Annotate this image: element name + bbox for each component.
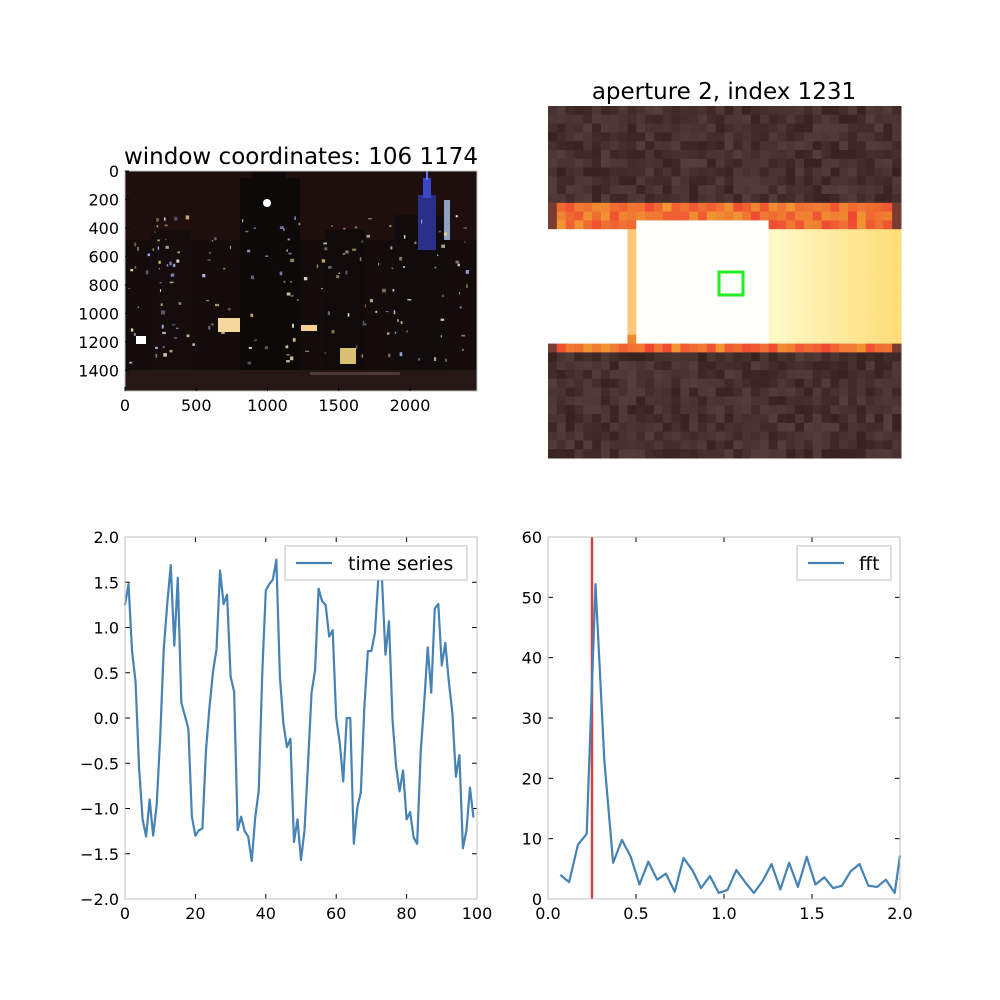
x-tick-label: 0 (120, 396, 130, 415)
x-tick-label: 1.0 (711, 904, 736, 923)
time-series-frame (124, 536, 478, 900)
aperture-panel: aperture 2, index 1231 (548, 79, 902, 459)
fft-panel: 0.0 0.5 1.0 1.5 2.0 60 50 40 30 20 10 0 fft (522, 528, 913, 923)
y-tick-label: 1400 (78, 361, 119, 380)
y-tick-label: −1.5 (80, 845, 119, 864)
y-tick-label: −2.0 (80, 890, 119, 909)
fft-line (559, 582, 902, 895)
y-tick-label: 0.5 (94, 664, 119, 683)
x-tick-label: 1500 (318, 396, 359, 415)
y-tick-label: 1000 (78, 304, 119, 323)
x-tick-label: 60 (326, 904, 346, 923)
x-tick-label: 500 (181, 396, 212, 415)
aperture-marker (717, 270, 745, 297)
y-tick-label: −1.0 (80, 800, 119, 819)
y-tick-label: 1.0 (94, 619, 119, 638)
y-tick-label: −0.5 (80, 754, 119, 773)
image-panel-title: window coordinates: 106 1174 (124, 144, 478, 170)
x-tick-label: 40 (256, 904, 276, 923)
x-tick-label: 1.5 (799, 904, 824, 923)
time-series-line (123, 558, 475, 863)
x-tick-label: 80 (396, 904, 416, 923)
y-tick-label: 2.0 (94, 528, 119, 547)
x-tick-label: 0 (120, 904, 130, 923)
y-tick-label: 1200 (78, 333, 119, 352)
x-tick-label: 2.0 (887, 904, 912, 923)
y-tick-label: 40 (522, 649, 542, 668)
time-series-legend: time series (284, 545, 468, 581)
x-tick-label: 1000 (247, 396, 288, 415)
y-tick-label: 600 (88, 247, 119, 266)
x-tick-label: 0.0 (535, 904, 560, 923)
y-tick-label: 800 (88, 276, 119, 295)
y-tick-label: 20 (522, 769, 542, 788)
y-tick-label: 1.5 (94, 573, 119, 592)
fft-frame (547, 536, 901, 900)
x-tick-label: 0.5 (623, 904, 648, 923)
legend-label: time series (348, 553, 453, 575)
aperture-pixel-grid (548, 106, 902, 459)
image-y-ticks: 0 200 400 600 800 1000 1200 1400 (78, 162, 129, 380)
time-series-ticks: 0 20 40 60 80 100 2.0 1.5 1.0 0.5 0.0 −0.5 −1.0 −1.5 −… (80, 528, 492, 923)
x-tick-label: 20 (185, 904, 205, 923)
y-tick-label: 0 (109, 162, 119, 181)
time-series-panel: 0 20 40 60 80 100 2.0 1.5 1.0 0.5 0.0 −0.5 −1.0 −1.5 −… (80, 528, 492, 923)
y-tick-label: 400 (88, 219, 119, 238)
x-tick-label: 2000 (390, 396, 431, 415)
y-tick-label: 30 (522, 709, 542, 728)
aperture-panel-title: aperture 2, index 1231 (592, 79, 856, 105)
city-night-image (125, 171, 477, 391)
y-tick-label: 0 (532, 890, 542, 909)
image-x-ticks: 0 500 1000 1500 2000 (120, 387, 430, 415)
y-tick-label: 50 (522, 588, 542, 607)
image-frame (124, 170, 478, 392)
x-tick-label: 100 (462, 904, 493, 923)
fft-legend: fft (796, 545, 892, 581)
y-tick-label: 10 (522, 830, 542, 849)
image-panel: window coordinates: 106 1174 (78, 144, 478, 415)
y-tick-label: 60 (522, 528, 542, 547)
legend-label: fft (859, 553, 880, 575)
y-tick-label: 200 (88, 190, 119, 209)
y-tick-label: 0.0 (94, 709, 119, 728)
